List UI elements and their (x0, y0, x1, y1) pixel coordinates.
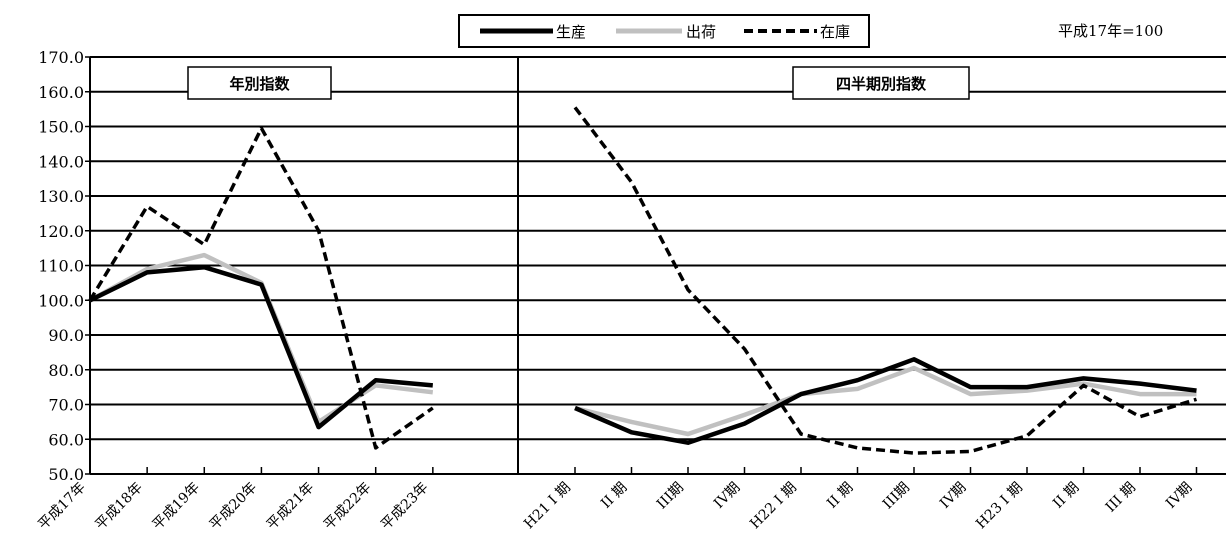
y-tick-label: 90.0 (48, 326, 84, 345)
quarterly-title-box (792, 66, 970, 100)
x-tick-label: 平成17年 (35, 480, 89, 534)
y-tick-label: 110.0 (38, 257, 84, 276)
quarterly-series-shipment-line (574, 365, 1197, 437)
x-tick-label: II 期 (1050, 480, 1082, 512)
quarterly-panel-title: 四半期別指数 (836, 75, 927, 93)
x-tick-label: H23 I 期 (973, 480, 1026, 533)
x-tick-label: II 期 (598, 480, 630, 512)
annual-panel-title: 年別指数 (229, 75, 290, 93)
x-tick-label: 平成22年 (321, 480, 375, 534)
y-tick-label: 100.0 (38, 291, 84, 310)
quarterly-series-production-line (574, 357, 1197, 445)
x-tick-label: IV期 (711, 480, 743, 512)
y-tick-label: 170.0 (38, 48, 84, 67)
legend-label-shipment: 出荷 (686, 23, 716, 41)
quarterly-series-inventory-line (573, 106, 1198, 455)
y-tick-label: 50.0 (48, 465, 84, 484)
x-tick-label: 平成19年 (149, 480, 203, 534)
y-tick-label: 130.0 (38, 187, 84, 206)
legend-label-inventory: 在庫 (820, 23, 850, 41)
x-tick-label: II 期 (824, 480, 856, 512)
y-tick-label: 120.0 (38, 222, 84, 241)
x-tick-label: III期 (654, 480, 687, 513)
annual-title-box (187, 66, 332, 100)
y-tick-label: 140.0 (38, 152, 84, 171)
base-year-note: 平成17年=100 (1058, 22, 1163, 40)
x-tick-label: IV期 (937, 480, 969, 512)
axes (85, 56, 1226, 475)
legend: 生産 出荷 在庫 (458, 14, 870, 48)
x-tick-label: III期 (880, 480, 913, 513)
y-tick-label: 70.0 (48, 396, 84, 415)
annual-series-production-line (89, 264, 434, 430)
y-tick-label: 80.0 (48, 361, 84, 380)
x-tick-label: H21 I 期 (521, 480, 574, 533)
series-lines (88, 106, 1198, 455)
y-tick-label: 150.0 (38, 118, 84, 137)
tick-labels: 50.0 60.0 70.0 80.0 90.0 100.0 110.0 120.0 130.0… (35, 48, 1195, 533)
x-tick-label: H22 I 期 (747, 480, 800, 533)
y-tick-label: 60.0 (48, 430, 84, 449)
x-tick-label: 平成21年 (264, 480, 318, 534)
annual-series-shipment-line (88, 252, 434, 425)
x-tick-label: 平成18年 (92, 480, 146, 534)
legend-label-production: 生産 (556, 23, 586, 41)
x-tick-label: 平成20年 (207, 480, 261, 534)
annual-series-inventory-line (88, 126, 434, 450)
x-tick-label: IV期 (1163, 480, 1195, 512)
y-tick-label: 160.0 (38, 83, 84, 102)
x-tick-label: III 期 (1103, 480, 1139, 516)
x-tick-label: 平成23年 (378, 480, 432, 534)
